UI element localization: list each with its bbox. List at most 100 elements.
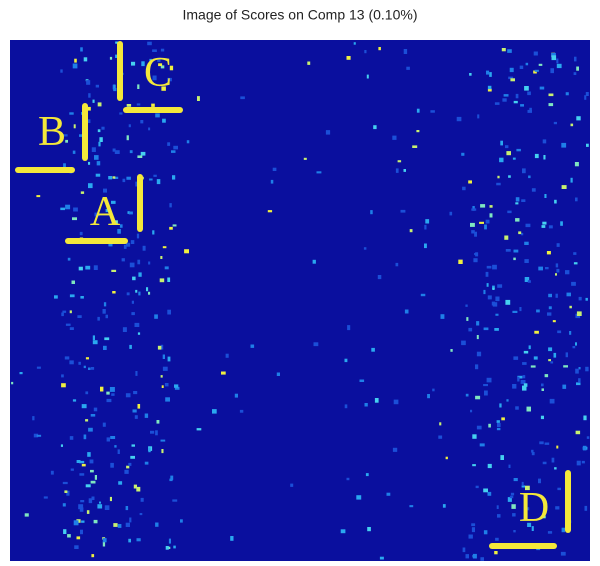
speckle — [111, 393, 115, 396]
speckle — [527, 280, 531, 283]
speckle — [151, 103, 155, 107]
speckle — [515, 93, 519, 99]
speckle — [469, 73, 472, 76]
speckle — [240, 96, 245, 100]
speckle — [147, 41, 152, 46]
speckle — [157, 57, 161, 62]
speckle — [539, 86, 545, 90]
speckle — [526, 406, 531, 412]
speckle — [468, 180, 472, 184]
speckle — [569, 305, 572, 309]
speckle — [586, 436, 590, 439]
speckle — [555, 293, 558, 298]
score-image — [10, 40, 590, 561]
speckle — [196, 428, 202, 431]
speckle — [93, 407, 98, 412]
speckle — [119, 112, 123, 115]
speckle — [160, 439, 166, 442]
speckle — [502, 98, 507, 102]
speckle — [79, 134, 82, 137]
speckle — [356, 495, 362, 500]
speckle — [483, 530, 488, 535]
speckle — [531, 449, 534, 453]
speckle — [103, 188, 107, 193]
speckle — [83, 365, 86, 369]
speckle — [69, 294, 75, 298]
speckle — [409, 505, 414, 508]
speckle — [556, 243, 560, 247]
speckle — [474, 253, 478, 256]
speckle — [483, 488, 488, 493]
speckle — [573, 262, 578, 265]
speckle — [131, 312, 135, 316]
speckle — [54, 295, 58, 299]
speckle — [131, 61, 136, 66]
speckle — [94, 212, 100, 217]
speckle — [524, 259, 529, 263]
speckle — [509, 67, 514, 73]
speckle — [432, 388, 435, 392]
speckle — [572, 346, 576, 349]
speckle — [65, 204, 71, 210]
speckle — [578, 367, 581, 370]
speckle — [85, 484, 91, 488]
speckle — [80, 529, 83, 535]
speckle — [373, 125, 377, 130]
speckle — [78, 504, 84, 510]
speckle — [525, 223, 531, 228]
speckle — [353, 42, 356, 45]
speckle — [122, 178, 126, 183]
speckle — [513, 530, 516, 533]
speckle — [470, 222, 475, 227]
speckle — [552, 320, 556, 323]
speckle — [106, 391, 110, 395]
speckle — [486, 70, 490, 75]
speckle — [500, 140, 503, 146]
speckle — [102, 538, 107, 543]
speckle — [77, 315, 82, 318]
speckle — [476, 321, 480, 326]
speckle — [403, 169, 406, 172]
speckle — [527, 91, 531, 96]
speckle — [65, 323, 71, 326]
speckle — [150, 430, 155, 434]
speckle — [108, 176, 113, 180]
speckle — [137, 84, 140, 89]
speckle — [126, 176, 131, 180]
speckle — [392, 135, 397, 140]
speckle — [135, 289, 138, 293]
speckle — [575, 197, 578, 202]
speckle — [162, 366, 168, 371]
speckle — [531, 188, 536, 192]
speckle — [136, 538, 141, 542]
speckle — [67, 534, 71, 538]
speckle — [106, 437, 110, 442]
speckle — [570, 177, 573, 183]
speckle — [162, 118, 166, 123]
speckle — [403, 49, 408, 54]
speckle — [506, 399, 509, 402]
speckle — [88, 367, 91, 370]
speckle — [144, 413, 149, 418]
speckle — [458, 259, 463, 264]
marker-label: C — [144, 50, 172, 96]
speckle — [80, 500, 85, 503]
speckle — [527, 109, 532, 113]
speckle — [371, 347, 375, 352]
speckle — [80, 47, 83, 52]
speckle — [97, 102, 102, 107]
speckle — [522, 385, 527, 391]
speckle — [79, 473, 85, 476]
speckle — [487, 85, 492, 90]
speckle — [522, 375, 526, 379]
speckle — [545, 267, 549, 270]
speckle — [495, 313, 499, 316]
speckle — [73, 124, 76, 129]
speckle — [72, 399, 77, 402]
speckle — [148, 291, 151, 295]
speckle — [525, 485, 530, 491]
speckle — [156, 420, 160, 424]
speckle — [69, 327, 74, 330]
speckle — [544, 442, 550, 445]
